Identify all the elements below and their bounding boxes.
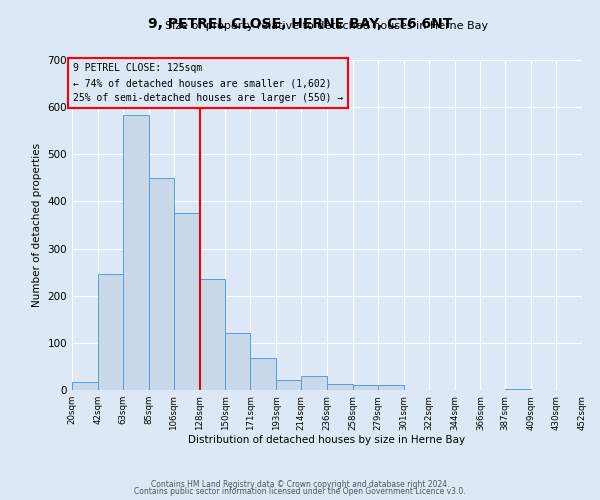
X-axis label: Distribution of detached houses by size in Herne Bay: Distribution of detached houses by size … (188, 436, 466, 446)
Bar (173, 213, 199, 390)
Title: Size of property relative to detached houses in Herne Bay: Size of property relative to detached ho… (166, 22, 488, 32)
Text: 9 PETREL CLOSE: 125sqm
← 74% of detached houses are smaller (1,602)
25% of semi-: 9 PETREL CLOSE: 125sqm ← 74% of detached… (73, 64, 343, 103)
Bar (505, 388, 531, 390)
Bar (276, 380, 301, 390)
Y-axis label: Number of detached properties: Number of detached properties (32, 143, 42, 307)
Bar (123, 115, 149, 390)
Bar (72, 382, 98, 390)
Bar (226, 334, 250, 390)
Bar (149, 178, 173, 390)
Text: Contains HM Land Registry data © Crown copyright and database right 2024.: Contains HM Land Registry data © Crown c… (151, 480, 449, 489)
Text: 9, PETREL CLOSE, HERNE BAY, CT6 6NT: 9, PETREL CLOSE, HERNE BAY, CT6 6NT (148, 18, 452, 32)
Bar (327, 384, 353, 390)
Bar (199, 278, 226, 390)
Bar (250, 358, 276, 390)
Bar (378, 386, 404, 390)
Text: Contains public sector information licensed under the Open Government Licence v3: Contains public sector information licen… (134, 488, 466, 496)
Bar (301, 376, 327, 390)
Bar (353, 386, 378, 390)
Bar (98, 274, 123, 390)
